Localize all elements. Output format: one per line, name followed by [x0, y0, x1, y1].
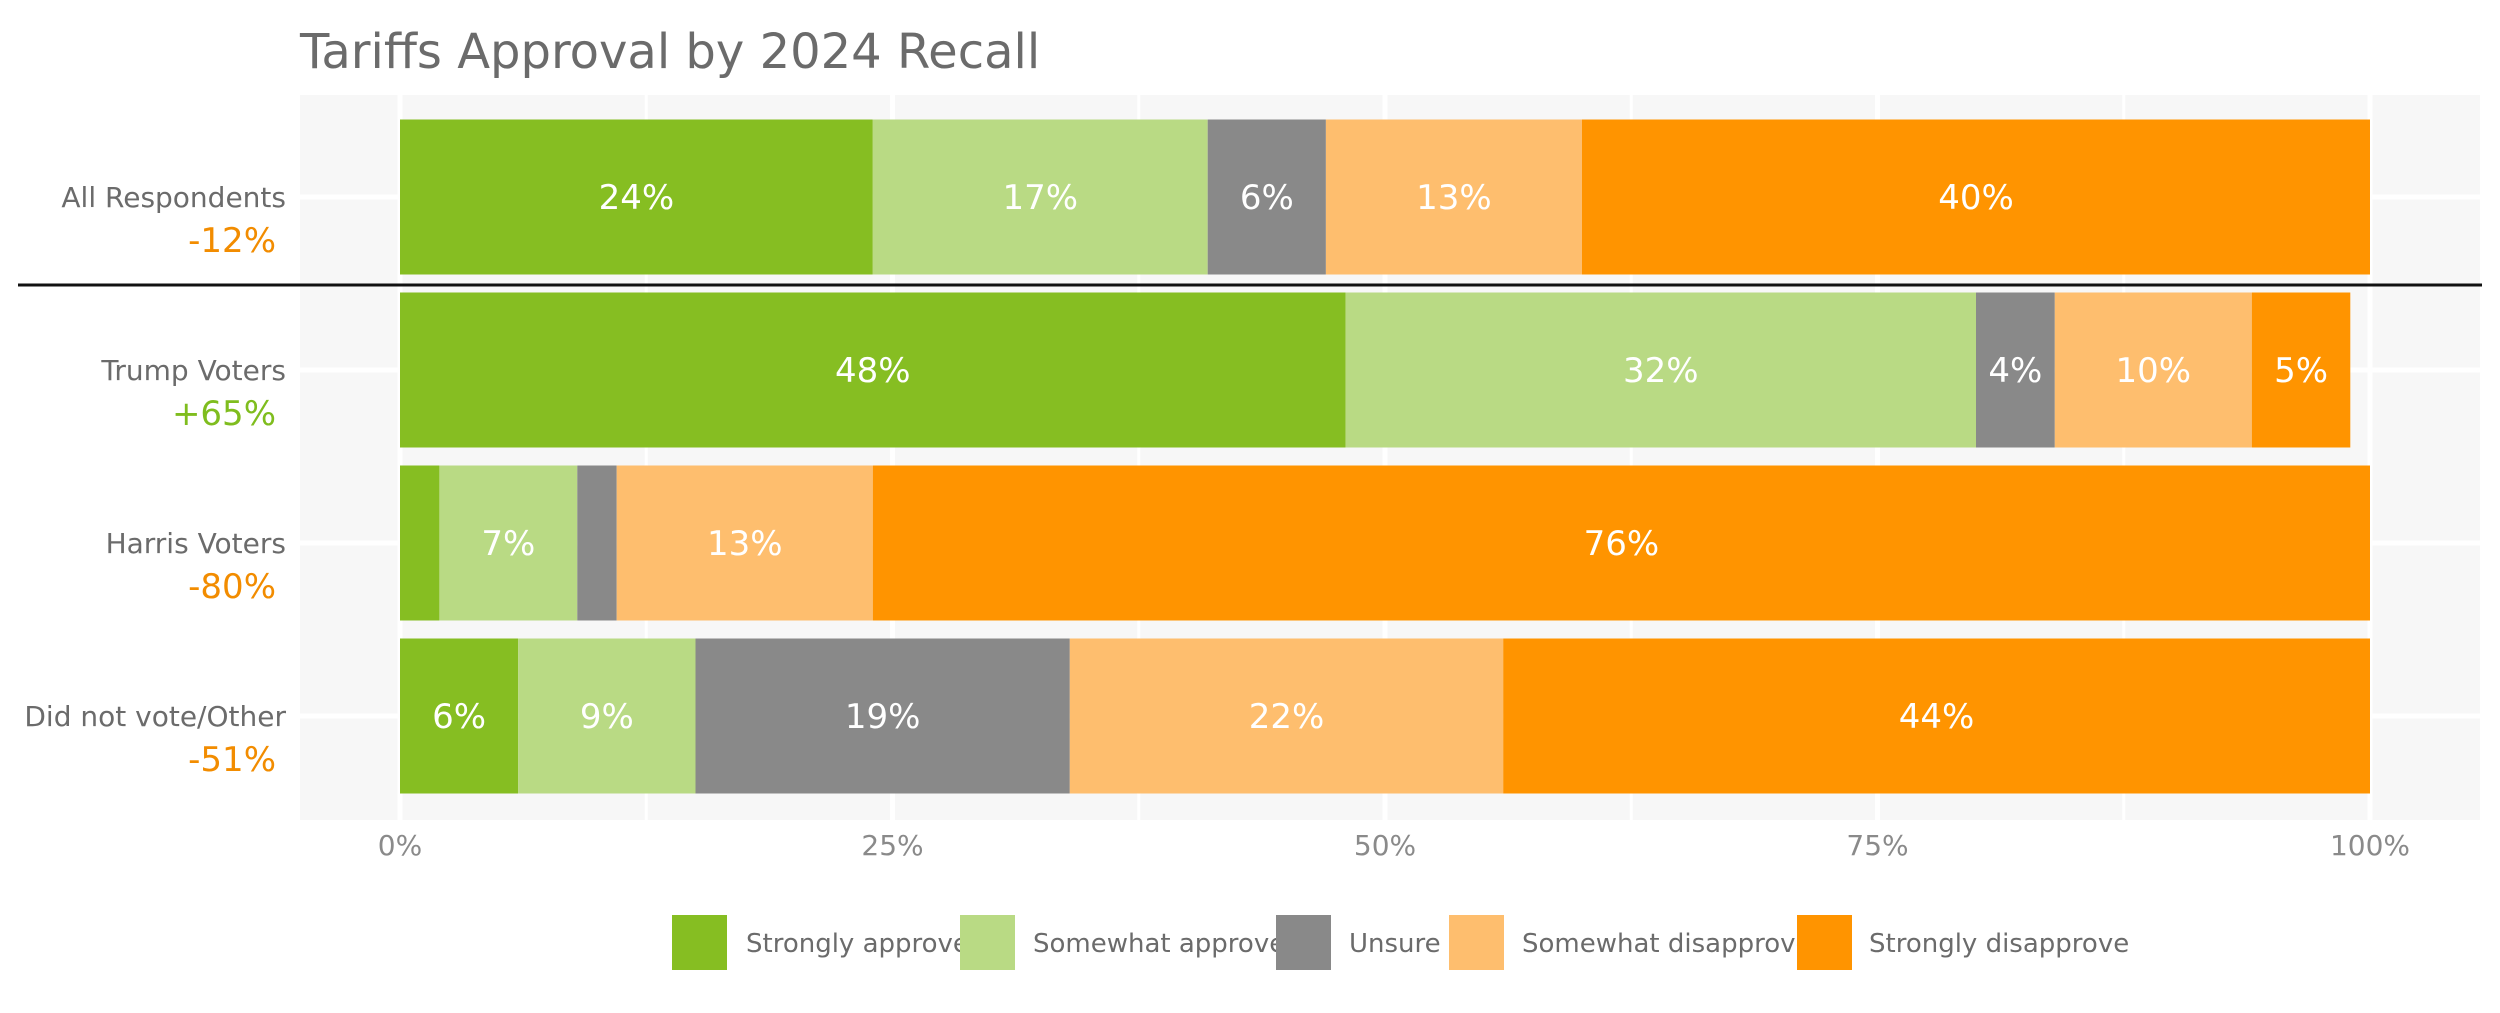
- bar-segment-1-2: [1976, 292, 2055, 448]
- legend-item-0: Strongly approve: [672, 915, 969, 970]
- legend-swatch-1: [960, 915, 1015, 970]
- bar-segment-0-1: [872, 119, 1208, 275]
- x-tick-label-1: 25%: [861, 829, 923, 862]
- legend-item-3: Somewhat disapprove: [1449, 915, 1812, 970]
- data-label-3-3: 22%: [1249, 697, 1325, 737]
- legend-item-1: Somewhat approve: [960, 915, 1285, 970]
- bars: 24% 17% 6% 13% 40% 48% 32% 4% 10% 5% 7% 13% 76% 6% 9% 1…: [400, 119, 2370, 794]
- data-label-0-3: 13%: [1416, 178, 1492, 218]
- data-label-2-4: 76%: [1584, 524, 1660, 564]
- data-label-3-4: 44%: [1899, 697, 1975, 737]
- bar-segment-2-3: [616, 465, 873, 621]
- bar-segment-3-2: [695, 638, 1070, 794]
- legend-swatch-2: [1276, 915, 1331, 970]
- data-label-2-3: 13%: [707, 524, 783, 564]
- x-tick-label-4: 100%: [2330, 829, 2410, 862]
- data-label-3-2: 19%: [845, 697, 921, 737]
- data-label-1-3: 10%: [2116, 351, 2192, 391]
- legend-swatch-3: [1449, 915, 1504, 970]
- bar-segment-0-2: [1207, 119, 1326, 275]
- data-label-1-0: 48%: [835, 351, 911, 391]
- data-label-0-0: 24%: [599, 178, 675, 218]
- bar-segment-1-4: [2251, 292, 2351, 448]
- data-label-1-4: 5%: [2274, 351, 2328, 391]
- bar-segment-3-3: [1069, 638, 1504, 794]
- bar-segment-3-1: [518, 638, 696, 794]
- legend-label-1: Somewhat approve: [1033, 929, 1285, 959]
- bar-segment-2-2: [577, 465, 617, 621]
- data-label-0-2: 6%: [1240, 178, 1294, 218]
- bar-row-2: 7% 13% 76%: [400, 465, 2370, 621]
- bar-segment-1-3: [2054, 292, 2252, 448]
- x-tick-label-2: 50%: [1354, 829, 1416, 862]
- data-label-0-4: 40%: [1938, 178, 2014, 218]
- bar-segment-1-0: [400, 292, 1346, 448]
- bar-segment-1-1: [1345, 292, 1976, 448]
- legend-swatch-4: [1797, 915, 1852, 970]
- category-label-0: All Respondents: [61, 181, 286, 214]
- bar-row-1: 48% 32% 4% 10% 5%: [400, 292, 2351, 448]
- data-label-1-2: 4%: [1988, 351, 2042, 391]
- legend-item-4: Strongly disapprove: [1797, 915, 2129, 970]
- net-label-3: -51%: [188, 740, 276, 780]
- data-label-2-1: 7%: [481, 524, 535, 564]
- chart-title: Tariffs Approval by 2024 Recall: [299, 24, 1040, 80]
- category-label-2: Harris Voters: [106, 527, 286, 560]
- data-label-3-1: 9%: [580, 697, 634, 737]
- legend: Strongly approve Somewhat approve Unsure So…: [672, 915, 2129, 970]
- x-tick-label-3: 75%: [1846, 829, 1908, 862]
- legend-label-4: Strongly disapprove: [1869, 929, 2129, 959]
- bar-segment-0-3: [1325, 119, 1582, 275]
- bar-segment-0-0: [400, 119, 873, 275]
- bar-segment-3-0: [400, 638, 519, 794]
- bar-row-3: 6% 9% 19% 22% 44%: [400, 638, 2370, 794]
- x-axis-ticks: 0% 25% 50% 75% 100%: [378, 829, 2410, 862]
- data-label-1-1: 32%: [1623, 351, 1699, 391]
- legend-item-2: Unsure: [1276, 915, 1441, 970]
- bar-row-0: 24% 17% 6% 13% 40%: [400, 119, 2370, 275]
- bar-segment-2-0: [400, 465, 440, 621]
- bar-segment-2-4: [872, 465, 2370, 621]
- bar-segment-3-4: [1503, 638, 2370, 794]
- category-label-3: Did not vote/Other: [24, 700, 286, 733]
- legend-label-0: Strongly approve: [746, 929, 969, 959]
- legend-swatch-0: [672, 915, 727, 970]
- category-labels: All Respondents -12% Trump Voters +65% Harri…: [24, 181, 286, 780]
- net-label-1: +65%: [172, 394, 276, 434]
- data-label-3-0: 6%: [432, 697, 486, 737]
- net-label-2: -80%: [188, 567, 276, 607]
- category-label-1: Trump Voters: [100, 354, 286, 387]
- data-label-0-1: 17%: [1002, 178, 1078, 218]
- x-tick-label-0: 0%: [378, 829, 422, 862]
- net-label-0: -12%: [188, 221, 276, 261]
- bar-segment-2-1: [439, 465, 578, 621]
- bar-segment-0-4: [1582, 119, 2370, 275]
- legend-label-3: Somewhat disapprove: [1522, 929, 1812, 959]
- legend-label-2: Unsure: [1349, 929, 1441, 959]
